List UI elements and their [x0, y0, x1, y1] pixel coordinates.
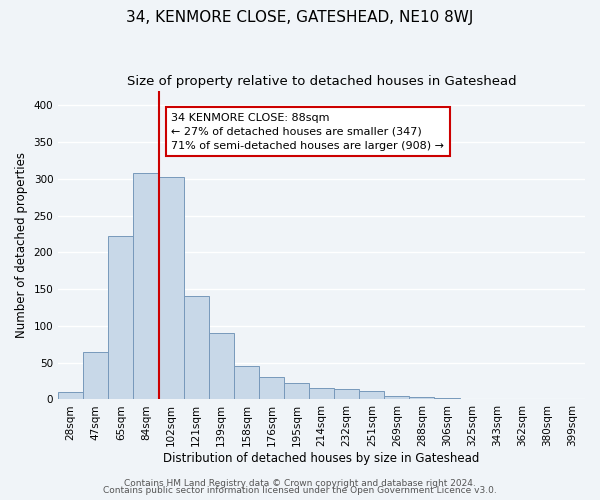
Bar: [359, 390, 385, 400]
Y-axis label: Number of detached properties: Number of detached properties: [15, 152, 28, 338]
Bar: [434, 398, 460, 400]
Text: Contains public sector information licensed under the Open Government Licence v3: Contains public sector information licen…: [103, 486, 497, 495]
Text: 34 KENMORE CLOSE: 88sqm
← 27% of detached houses are smaller (347)
71% of semi-d: 34 KENMORE CLOSE: 88sqm ← 27% of detache…: [171, 112, 444, 150]
Bar: [309, 388, 334, 400]
Bar: [209, 334, 234, 400]
Bar: [259, 376, 284, 400]
Title: Size of property relative to detached houses in Gateshead: Size of property relative to detached ho…: [127, 75, 517, 88]
Bar: [133, 173, 158, 400]
Bar: [460, 398, 485, 400]
Bar: [284, 382, 309, 400]
Bar: [234, 366, 259, 400]
Bar: [535, 398, 560, 400]
Text: Contains HM Land Registry data © Crown copyright and database right 2024.: Contains HM Land Registry data © Crown c…: [124, 478, 476, 488]
Bar: [158, 176, 184, 400]
X-axis label: Distribution of detached houses by size in Gateshead: Distribution of detached houses by size …: [163, 452, 480, 465]
Text: 34, KENMORE CLOSE, GATESHEAD, NE10 8WJ: 34, KENMORE CLOSE, GATESHEAD, NE10 8WJ: [127, 10, 473, 25]
Bar: [385, 396, 409, 400]
Bar: [109, 236, 133, 400]
Bar: [83, 352, 109, 400]
Bar: [485, 398, 510, 400]
Bar: [58, 392, 83, 400]
Bar: [560, 398, 585, 400]
Bar: [409, 398, 434, 400]
Bar: [334, 389, 359, 400]
Bar: [184, 296, 209, 400]
Bar: [510, 398, 535, 400]
